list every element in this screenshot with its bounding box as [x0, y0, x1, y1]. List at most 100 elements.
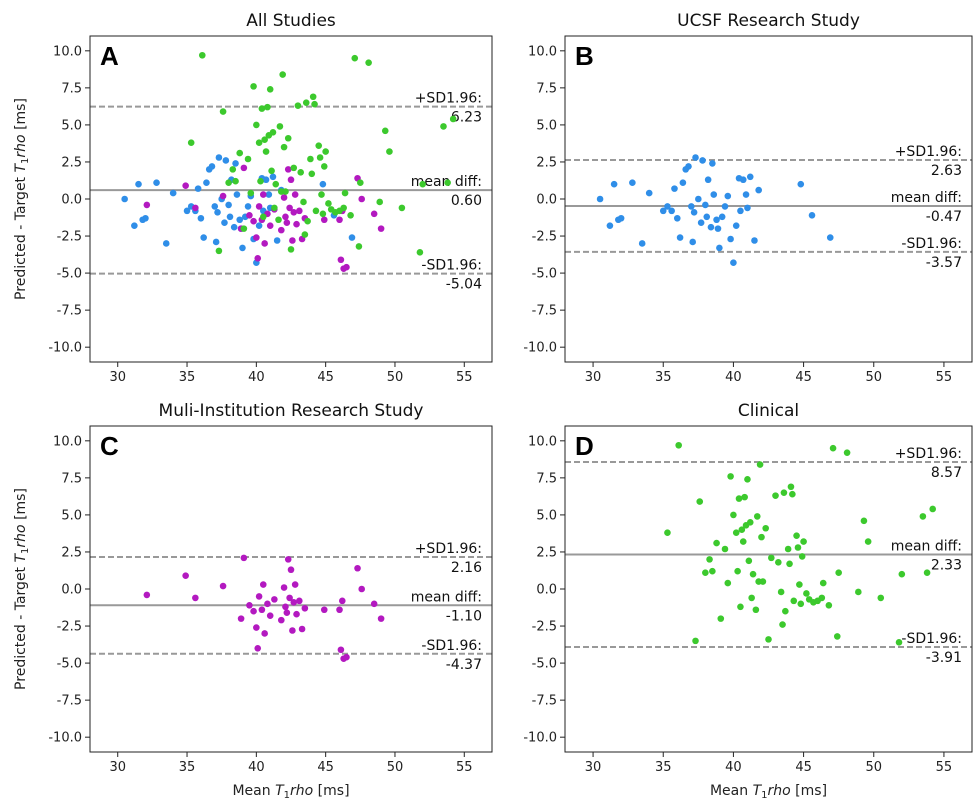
- data-point-clinical: [302, 99, 310, 106]
- y-tick-label: 5.0: [61, 508, 82, 523]
- data-point-clinical: [843, 449, 851, 456]
- data-point-ucsf: [162, 240, 170, 247]
- data-point-multi: [261, 630, 268, 637]
- data-point-clinical: [724, 579, 732, 587]
- data-point-clinical: [741, 493, 748, 501]
- data-point-ucsf: [699, 157, 706, 164]
- panel-B: UCSF Research Study 30 35 40 45 50 55 10.0 7.5 5.…: [523, 11, 973, 385]
- data-point-multi: [343, 263, 350, 271]
- x-tick-label: 40: [725, 760, 742, 775]
- data-point-clinical: [315, 142, 323, 149]
- data-point-clinical: [244, 155, 252, 163]
- data-point-multi: [370, 210, 378, 218]
- y-label-subscript: 1: [20, 158, 31, 164]
- panel-letter: B: [575, 41, 594, 71]
- data-point-ucsf: [826, 234, 834, 241]
- data-point-multi: [277, 616, 285, 624]
- lower-sd-label: -SD1.96:: [421, 638, 482, 654]
- x-tick-label: 35: [179, 760, 196, 775]
- data-point-ucsf: [744, 204, 751, 212]
- data-point-clinical: [782, 607, 789, 615]
- data-point-clinical: [341, 189, 349, 197]
- x-label-unit: [ms]: [313, 783, 349, 799]
- data-point-ucsf: [718, 213, 726, 221]
- data-point-clinical: [215, 247, 223, 255]
- lower-sd-value: -3.57: [926, 255, 962, 271]
- data-point-ucsf: [348, 234, 356, 241]
- y-tick-label: 2.5: [61, 155, 82, 170]
- data-point-clinical: [855, 588, 862, 596]
- data-point-ucsf: [668, 207, 675, 215]
- data-point-multi: [261, 240, 268, 247]
- data-point-ucsf: [319, 180, 327, 188]
- data-point-ucsf: [685, 163, 692, 170]
- data-point-ucsf: [709, 160, 716, 167]
- data-point-multi: [192, 204, 199, 212]
- x-tick-label: 50: [387, 370, 404, 385]
- panel-title: Clinical: [738, 401, 799, 421]
- upper-sd-label: +SD1.96:: [895, 446, 962, 462]
- data-point-clinical: [347, 212, 354, 219]
- data-point-clinical: [253, 121, 260, 129]
- data-point-ucsf: [617, 214, 625, 222]
- upper-sd-label: +SD1.96:: [415, 91, 482, 107]
- mean-diff-label: mean diff:: [891, 190, 962, 206]
- data-point-multi: [258, 606, 266, 614]
- data-point-ucsf: [716, 244, 723, 252]
- x-label-subscript: 1: [761, 790, 767, 801]
- data-point-ucsf: [727, 235, 734, 243]
- data-point-ucsf: [221, 219, 228, 227]
- panel-title: UCSF Research Study: [677, 11, 860, 31]
- data-point-ucsf: [197, 214, 205, 222]
- y-tick-label: 5.0: [536, 508, 557, 523]
- data-point-clinical: [355, 243, 363, 250]
- y-label-symbol: T: [13, 553, 29, 563]
- x-tick-label: 45: [317, 760, 334, 775]
- y-tick-label: 0.0: [61, 193, 82, 208]
- data-point-ucsf: [211, 203, 219, 210]
- x-tick-label: 50: [865, 760, 882, 775]
- data-point-ucsf: [737, 207, 744, 215]
- data-point-clinical: [929, 505, 937, 513]
- data-point-multi: [237, 615, 245, 622]
- data-point-ucsf: [671, 185, 678, 192]
- data-point-ucsf: [673, 214, 681, 222]
- x-axis-label: Mean T1rho [ms]: [232, 783, 349, 801]
- data-point-ucsf: [236, 216, 244, 224]
- data-point-multi: [298, 625, 306, 633]
- data-point-ucsf: [169, 189, 177, 197]
- data-point-ucsf: [596, 195, 604, 203]
- data-point-clinical: [262, 148, 270, 155]
- data-point-clinical: [290, 164, 298, 172]
- data-point-clinical: [272, 180, 280, 188]
- data-point-ucsf: [233, 191, 241, 198]
- data-point-multi: [280, 584, 288, 591]
- y-tick-label: 7.5: [536, 81, 557, 96]
- data-point-multi: [143, 591, 151, 599]
- y-tick-label: 7.5: [536, 471, 557, 486]
- data-point-clinical: [895, 639, 903, 646]
- data-point-clinical: [777, 588, 785, 596]
- data-point-multi: [296, 207, 303, 215]
- x-label-rho: rho: [768, 783, 791, 799]
- data-point-ucsf: [183, 207, 191, 215]
- data-point-ucsf: [692, 154, 699, 161]
- data-point-ucsf: [244, 203, 252, 210]
- data-point-multi: [289, 627, 296, 634]
- data-point-multi: [253, 624, 260, 631]
- data-point-clinical: [779, 621, 786, 628]
- data-point-clinical: [794, 544, 802, 551]
- data-point-multi: [254, 254, 262, 262]
- panel-A: All Studies 30 35 40 45 50 55 10.0 7.5 5.0 2.5 0.0 -…: [13, 11, 493, 385]
- x-tick-label: 45: [795, 370, 812, 385]
- data-point-clinical: [247, 189, 255, 197]
- data-point-clinical: [261, 136, 268, 144]
- data-point-multi: [377, 225, 385, 232]
- data-point-multi: [338, 597, 346, 605]
- data-point-ucsf: [730, 259, 737, 267]
- x-tick-label: 55: [936, 760, 953, 775]
- y-tick-label: 7.5: [61, 81, 82, 96]
- lower-sd-label: -SD1.96:: [421, 258, 482, 274]
- data-point-multi: [337, 646, 345, 654]
- data-point-clinical: [304, 217, 311, 225]
